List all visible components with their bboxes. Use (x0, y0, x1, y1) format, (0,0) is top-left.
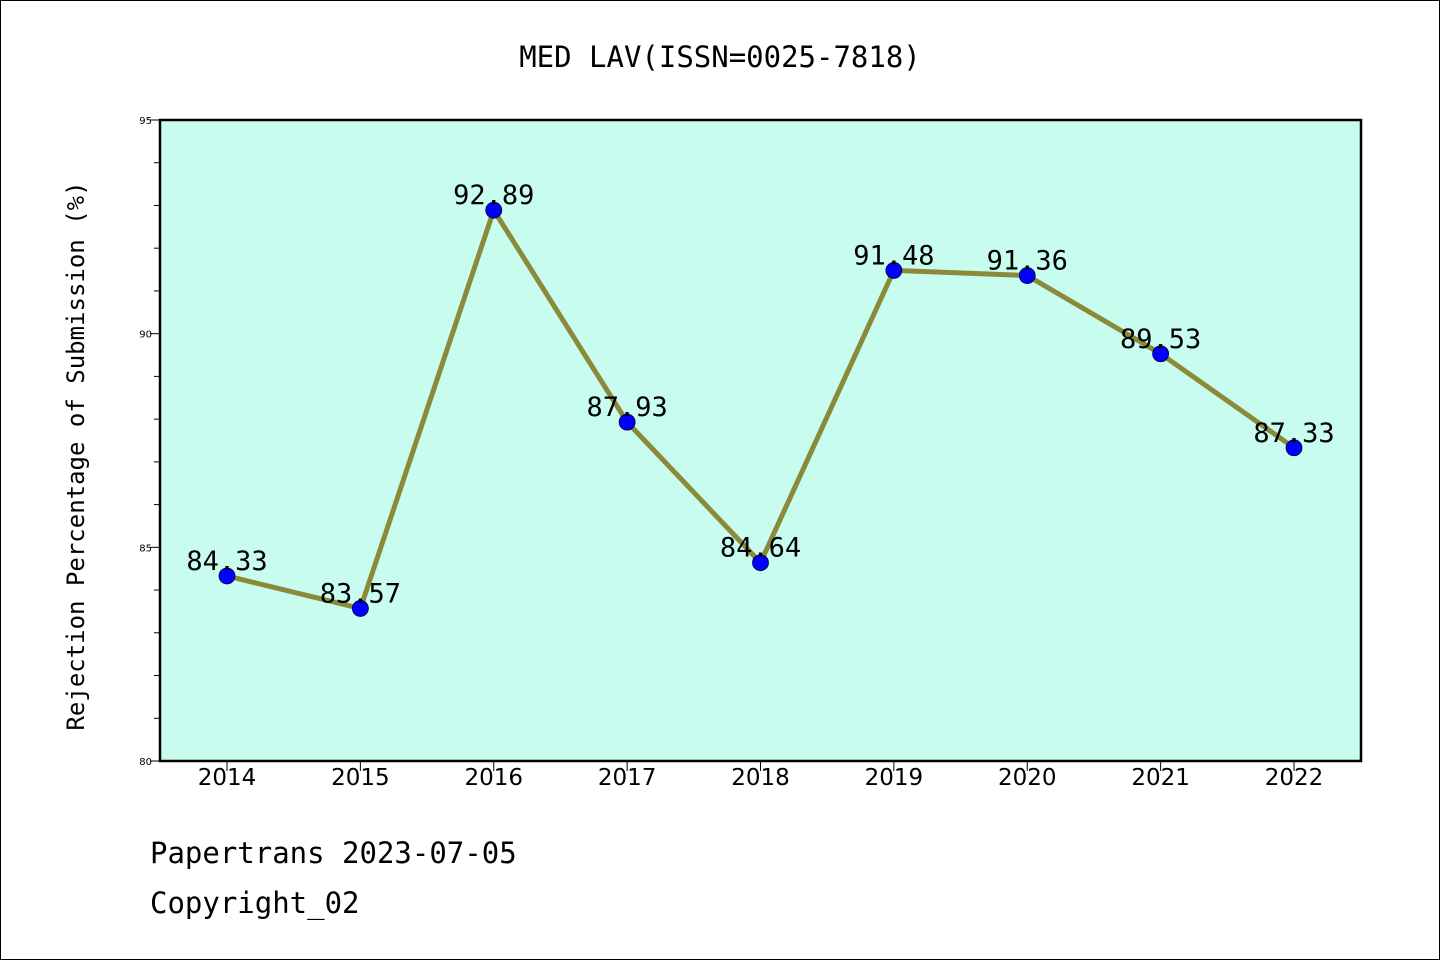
y-axis-label: Rejection Percentage of Submission (%) (62, 181, 90, 730)
x-axis-ticks: 2014 2015 2016 2017 2018 2019 2020 2021 2022 (198, 761, 1324, 791)
x-tick-label: 2020 (998, 765, 1057, 791)
x-tick-label: 2022 (1265, 765, 1324, 791)
data-point (1018, 267, 1036, 284)
x-tick-label: 2019 (865, 765, 924, 791)
data-points (218, 201, 1303, 617)
data-label: 84.64 (720, 533, 801, 564)
data-point (618, 413, 636, 431)
x-tick-label: 2016 (464, 765, 523, 791)
data-label: 84.33 (186, 546, 267, 577)
data-label: 92.89 (453, 180, 534, 211)
plot-area (160, 120, 1361, 761)
x-tick-label: 2014 (198, 765, 257, 791)
data-label: 87.93 (586, 392, 667, 423)
y-tick-label: 95 (139, 116, 152, 127)
data-point (485, 201, 503, 219)
footer-copyright: Copyright_02 (150, 886, 360, 920)
footer-date: Papertrans 2023-07-05 (150, 836, 517, 870)
chart-title: MED LAV(ISSN=0025-7818) (519, 40, 921, 74)
data-point (752, 554, 769, 572)
data-point (218, 567, 236, 585)
data-labels: 84.33 83.57 92.89 87.93 84.64 91.48 91.36 89.53… (186, 180, 1334, 609)
data-point (885, 262, 903, 279)
data-point (351, 600, 369, 617)
plot-border (158, 118, 1363, 763)
data-label: 89.53 (1120, 324, 1201, 355)
data-label: 91.36 (987, 246, 1068, 277)
y-tick-label: 90 (139, 330, 152, 341)
y-tick-label: 80 (139, 757, 152, 768)
data-point (1285, 439, 1303, 457)
x-tick-label: 2021 (1131, 765, 1190, 791)
y-tick-label: 85 (139, 543, 152, 554)
x-tick-label: 2017 (598, 765, 657, 791)
data-point (1152, 345, 1170, 363)
data-label: 91.48 (853, 240, 934, 271)
y-axis-ticks: 80 85 90 95 (139, 116, 160, 768)
x-tick-label: 2015 (331, 765, 390, 791)
data-label: 87.33 (1253, 418, 1334, 449)
x-tick-label: 2018 (731, 765, 790, 791)
data-label: 83.57 (320, 578, 401, 609)
